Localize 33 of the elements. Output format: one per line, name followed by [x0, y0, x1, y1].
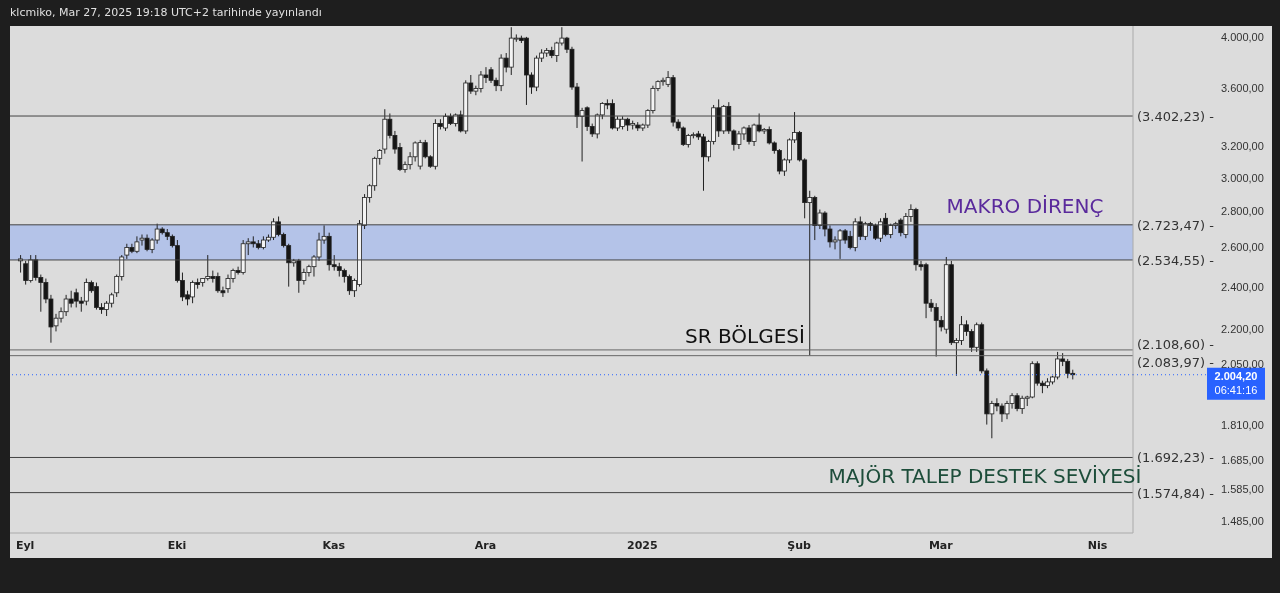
chart-title: klcmiko, Mar 27, 2025 19:18 UTC+2 tarihinde yayınlandı [10, 6, 322, 19]
x-tick-label: Mar [928, 538, 954, 552]
y-tick-label: 2.600,00 [1221, 241, 1264, 254]
y-tick-label: 2.050,00 [1221, 357, 1264, 370]
ref-line-label: (1.692,23) - [1137, 450, 1215, 466]
x-tick-label: Nis [1087, 538, 1108, 552]
x-tick-label: Eki [167, 538, 187, 552]
y-tick-label: 2.800,00 [1221, 205, 1264, 218]
ref-line-label: (2.534,55) - [1137, 252, 1215, 268]
x-tick-label: Kas [322, 538, 346, 552]
annotation: MAKRO DİRENÇ [946, 193, 1104, 218]
y-tick-label: 1.585,00 [1221, 483, 1264, 496]
y-tick-label: 2.400,00 [1221, 280, 1264, 293]
x-tick-label: Eyl [15, 538, 35, 552]
ref-line-label: (1.574,84) - [1137, 485, 1215, 501]
x-tick-label: Şub [787, 538, 812, 552]
x-tick-label: 2025 [627, 538, 658, 552]
y-tick-label: 3.600,00 [1221, 82, 1264, 95]
y-tick-label: 1.810,00 [1221, 418, 1264, 431]
annotation: SR BÖLGESİ [685, 323, 805, 348]
y-tick-label: 1.485,00 [1221, 515, 1264, 528]
annotation: MAJÖR TALEP DESTEK SEVİYESİ [828, 463, 1142, 488]
ref-line-label: (3.402,23) - [1137, 109, 1215, 125]
x-tick-label: Ara [474, 538, 497, 552]
y-tick-label: 1.685,00 [1221, 453, 1264, 466]
ref-line-label: (2.083,97) - [1137, 354, 1215, 370]
y-tick-label: 4.000,00 [1221, 30, 1264, 43]
y-tick-label: 2.200,00 [1221, 323, 1264, 336]
ref-line-label: (2.723,47) - [1137, 217, 1215, 233]
y-tick-label: 3.000,00 [1221, 171, 1264, 184]
ref-line-label: 2.004,20 06:41:16 [1214, 369, 1258, 396]
ref-line-label: (2.108,60) - [1137, 336, 1215, 352]
y-tick-label: 3.200,00 [1221, 139, 1264, 152]
